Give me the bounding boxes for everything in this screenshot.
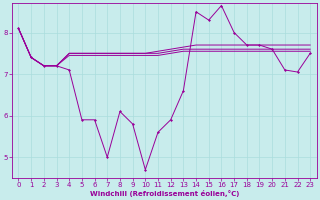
X-axis label: Windchill (Refroidissement éolien,°C): Windchill (Refroidissement éolien,°C) — [90, 190, 239, 197]
